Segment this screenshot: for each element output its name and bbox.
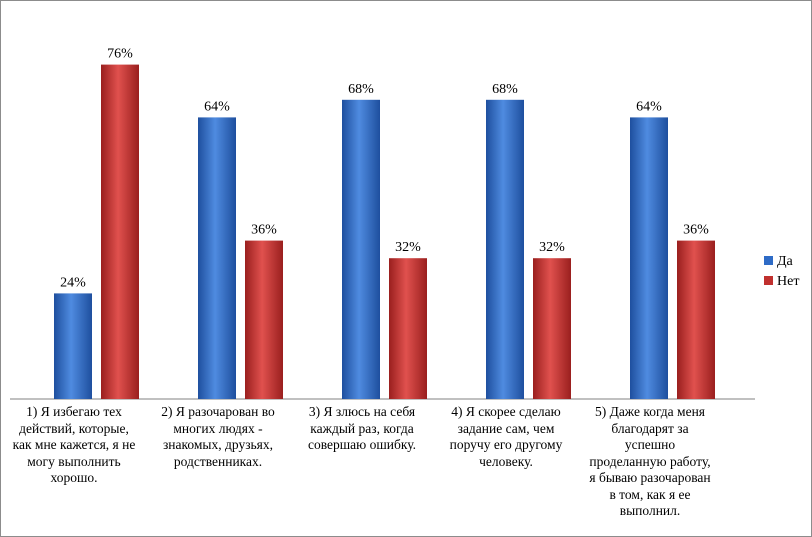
legend-item-da: Да	[764, 254, 793, 270]
legend-item-net: Нет	[764, 274, 799, 290]
legend-label-da: Да	[777, 254, 793, 269]
bar-da-5	[630, 117, 668, 400]
data-label-da-5: 64%	[636, 99, 662, 114]
bar-net-2	[245, 240, 283, 399]
bar-net-3	[389, 258, 427, 399]
bar-net-5	[677, 240, 715, 399]
legend-swatch-net	[764, 276, 773, 285]
legend-swatch-da	[764, 256, 773, 265]
legend-label-net: Нет	[777, 274, 800, 289]
data-label-net-5: 36%	[683, 223, 709, 238]
bar-da-1	[54, 293, 92, 399]
bar-da-4	[486, 99, 524, 400]
data-label-da-2: 64%	[204, 99, 230, 114]
category-label-2: 2) Я разочарован во многих людях - знако…	[161, 404, 275, 469]
bar-net-4	[533, 258, 571, 399]
data-label-da-3: 68%	[348, 82, 374, 97]
bar-net-1	[101, 64, 139, 399]
data-label-net-4: 32%	[539, 240, 565, 255]
bar-da-3	[342, 99, 380, 400]
bar-da-2	[198, 117, 236, 400]
data-label-da-4: 68%	[492, 82, 518, 97]
data-label-net-2: 36%	[251, 223, 277, 238]
data-label-da-1: 24%	[60, 275, 86, 290]
category-label-5: 5) Даже когда меня благодарят за успешно…	[589, 404, 711, 518]
data-label-net-1: 76%	[107, 47, 133, 62]
data-label-net-3: 32%	[395, 240, 421, 255]
category-label-4: 4) Я скорее сделаю задание сам, чем пору…	[449, 404, 563, 469]
category-label-1: 1) Я избегаю тех действий, которые, как …	[12, 404, 136, 485]
category-label-3: 3) Я злюсь на себя каждый раз, когда сов…	[307, 404, 416, 452]
